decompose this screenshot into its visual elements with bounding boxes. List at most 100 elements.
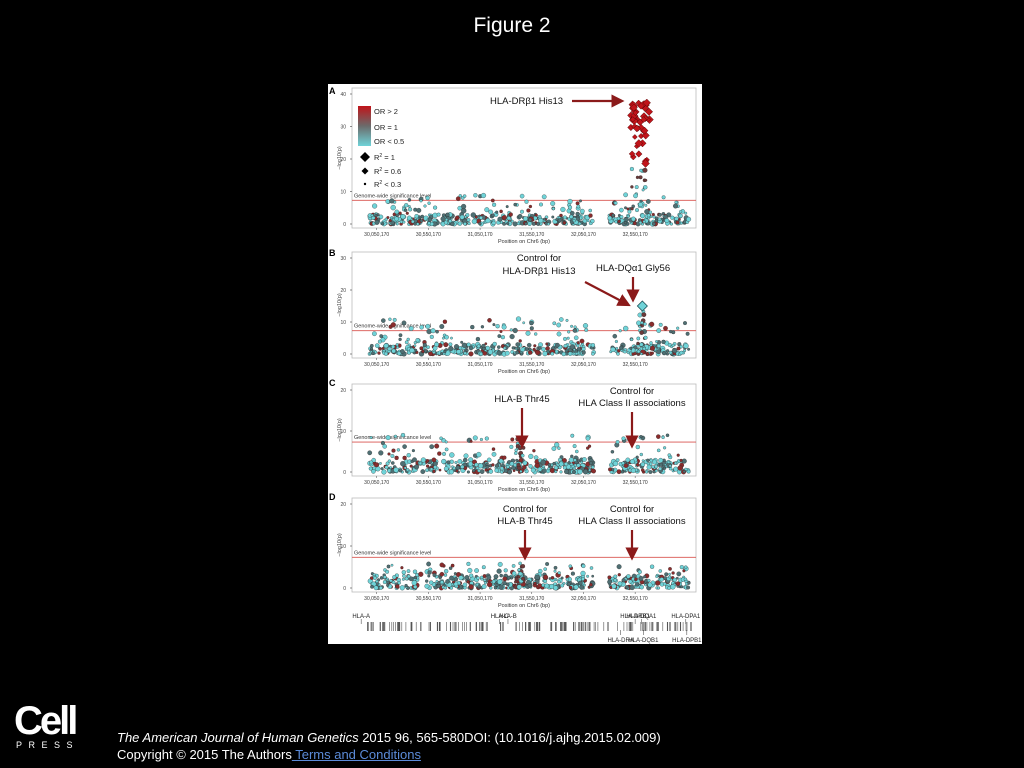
data-point: [521, 576, 525, 581]
data-point: [578, 580, 583, 586]
data-point: [413, 584, 418, 589]
data-point: [420, 469, 426, 474]
data-point: [607, 575, 612, 580]
data-point: [427, 201, 431, 205]
data-point: [684, 211, 688, 215]
data-point: [407, 198, 412, 202]
x-tick-label: 30,550,170: [416, 480, 441, 486]
y-tick-label: 20: [340, 502, 346, 508]
data-point: [418, 571, 424, 577]
data-point: [522, 321, 526, 325]
data-point: [458, 575, 464, 581]
x-tick-label: 31,050,170: [468, 232, 493, 238]
gene-label-hla-dpa1: HLA-DPA1: [671, 614, 701, 620]
data-point: [614, 220, 618, 224]
panel-c: C 0 10 20 −log10(p) Genome-wide significance …: [329, 378, 697, 493]
data-point: [573, 584, 579, 590]
terms-and-conditions-link[interactable]: Terms and Conditions: [291, 747, 421, 762]
data-point: [636, 320, 642, 326]
data-point: [528, 347, 532, 351]
data-point: [683, 321, 687, 326]
x-tick-label: 32,550,170: [623, 362, 648, 368]
data-point: [472, 468, 476, 473]
data-point: [588, 213, 593, 218]
data-point: [381, 469, 387, 475]
data-point: [505, 582, 510, 587]
data-point: [625, 469, 629, 472]
data-point: [639, 342, 644, 347]
data-point: [641, 188, 645, 192]
annotation-control-for-drb1: HLA-DRβ1 His13: [502, 266, 575, 277]
data-point: [544, 583, 550, 589]
data-point: [466, 342, 471, 347]
data-point-diamond: [634, 139, 644, 148]
data-point-diamond: [641, 159, 650, 168]
data-point: [661, 195, 666, 200]
data-point: [615, 440, 620, 444]
data-point: [511, 346, 515, 350]
data-point: [450, 563, 455, 568]
data-point: [613, 201, 618, 205]
data-point: [656, 434, 661, 439]
data-point: [422, 342, 427, 348]
data-point: [403, 466, 407, 470]
data-point: [638, 202, 644, 208]
data-point: [402, 455, 407, 461]
data-point: [503, 468, 509, 473]
data-point: [386, 216, 390, 219]
data-point: [524, 347, 529, 352]
data-point: [494, 468, 499, 473]
data-point: [468, 351, 474, 357]
data-point: [420, 457, 426, 463]
data-point: [392, 317, 397, 322]
data-point-diamond: [629, 116, 636, 123]
data-point: [532, 449, 536, 453]
data-point: [448, 219, 452, 223]
data-point: [644, 209, 650, 215]
data-point: [591, 352, 595, 356]
data-point: [646, 352, 650, 356]
data-point: [515, 342, 520, 347]
annotation-hla-dqa1-gly56: HLA-DQα1 Gly56: [596, 263, 670, 274]
data-point: [393, 467, 399, 473]
data-point: [579, 585, 585, 590]
data-point: [664, 572, 669, 577]
data-point: [438, 468, 442, 472]
data-point: [373, 585, 379, 591]
data-point: [579, 199, 582, 203]
data-point: [626, 574, 631, 579]
data-point: [491, 220, 496, 226]
data-point: [635, 208, 639, 213]
data-point: [640, 213, 646, 219]
data-point: [419, 219, 424, 223]
data-point: [483, 581, 487, 585]
x-axis-label: Position on Chr6 (bp): [498, 603, 550, 609]
data-point: [651, 212, 655, 217]
gene-label-hla-dpb1: HLA-DPB1: [672, 638, 702, 644]
data-point: [484, 436, 489, 441]
data-point: [369, 576, 374, 580]
data-point: [378, 214, 384, 220]
data-point: [418, 461, 423, 466]
annotation-arrow: [584, 281, 631, 307]
data-point: [639, 168, 643, 173]
data-point: [577, 221, 582, 226]
data-point: [576, 344, 580, 348]
data-point: [395, 584, 400, 589]
data-point: [629, 584, 635, 591]
data-point: [380, 467, 384, 471]
data-point: [630, 185, 634, 189]
data-point: [382, 444, 387, 449]
data-point-diamond: [642, 98, 651, 107]
data-point: [560, 583, 565, 588]
legend-or-mid: OR = 1: [374, 123, 398, 132]
data-point: [398, 468, 403, 473]
data-point: [464, 215, 468, 219]
data-point: [448, 566, 453, 570]
citation-journal: The American Journal of Human Genetics: [117, 730, 359, 745]
data-point: [519, 469, 523, 473]
data-point: [565, 318, 569, 322]
data-point: [440, 580, 444, 585]
data-point: [498, 584, 504, 590]
data-point: [640, 468, 645, 472]
